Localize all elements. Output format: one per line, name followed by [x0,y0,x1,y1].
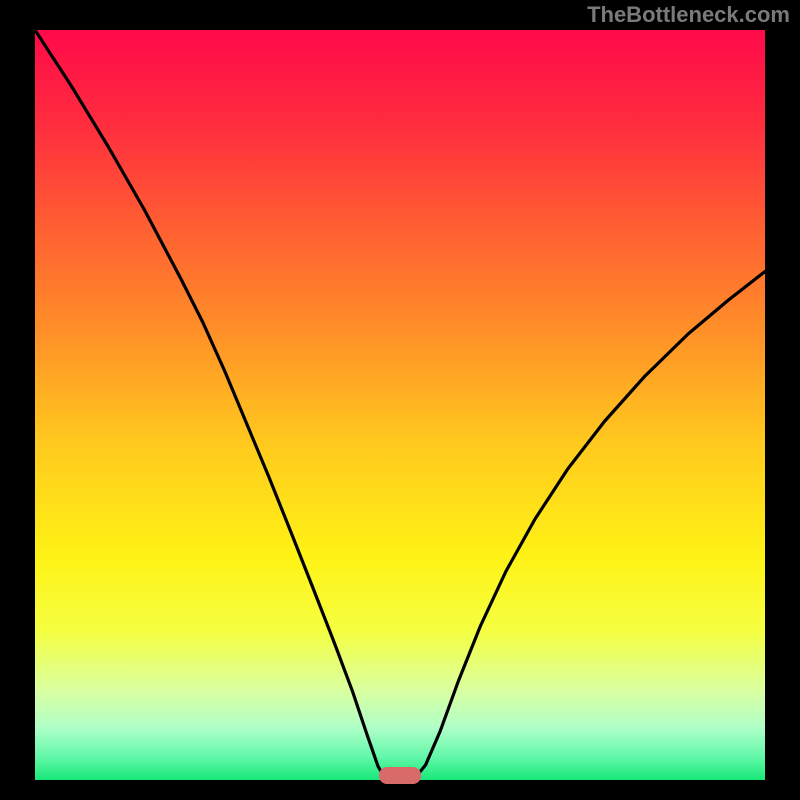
bottleneck-chart [0,0,800,800]
plot-background [35,30,765,780]
optimal-marker [379,767,421,784]
chart-container: TheBottleneck.com [0,0,800,800]
watermark-text: TheBottleneck.com [587,2,790,28]
